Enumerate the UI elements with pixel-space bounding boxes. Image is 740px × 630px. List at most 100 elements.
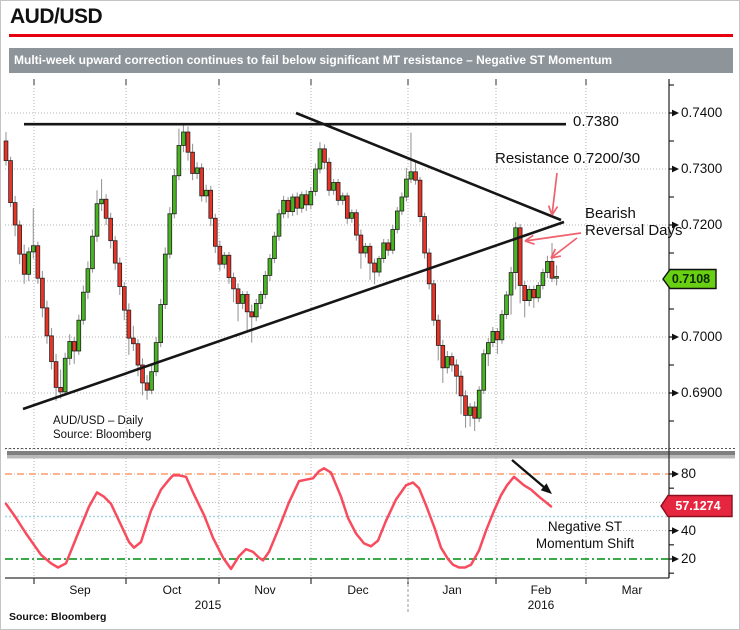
- candle: [240, 291, 245, 309]
- candle: [185, 126, 191, 161]
- candle: [76, 314, 82, 355]
- candle: [344, 192, 350, 224]
- candle: [263, 270, 268, 299]
- momentum-value-badge: [660, 494, 733, 518]
- footer-source: Source: Bloomberg: [9, 611, 107, 623]
- candle: [3, 132, 9, 166]
- momentum-levels: [5, 473, 669, 560]
- candle: [308, 186, 314, 210]
- candle: [71, 337, 77, 364]
- candle: [399, 192, 405, 215]
- candle: [35, 241, 41, 284]
- candle: [504, 291, 509, 320]
- candle: [435, 314, 441, 361]
- separator-bar: [5, 448, 737, 459]
- candle: [26, 247, 32, 281]
- candle: [21, 244, 27, 284]
- candle: [212, 213, 218, 253]
- candle: [158, 298, 164, 348]
- resistance-level-label: 0.7380: [573, 113, 619, 130]
- momentum-tick-label: 80: [681, 466, 697, 481]
- price-tick-label: 0.7200: [681, 217, 723, 232]
- candle: [62, 352, 68, 396]
- descending-trendline: [295, 111, 562, 222]
- candle: [81, 285, 86, 325]
- candle: [40, 270, 45, 318]
- candle: [349, 209, 355, 223]
- red-arrow: [550, 237, 578, 259]
- momentum-shift-label: Negative ST Momentum Shift: [535, 519, 635, 551]
- axis-arrow-tick: [672, 333, 679, 341]
- momentum-tick-label: 20: [681, 551, 697, 566]
- candle: [276, 209, 282, 241]
- axis-arrow-tick: [672, 165, 679, 173]
- candle: [90, 229, 95, 273]
- momentum-line: [4, 467, 553, 571]
- candle: [299, 191, 305, 213]
- candle: [385, 239, 391, 256]
- headline-banner: Multi-week upward correction continues t…: [9, 48, 733, 73]
- candle: [226, 251, 232, 284]
- month-label: Jan: [442, 583, 462, 597]
- candle: [358, 229, 364, 269]
- candle: [190, 143, 195, 181]
- candle: [194, 162, 200, 180]
- candle: [126, 303, 132, 355]
- resistance-zone-label: Resistance 0.7200/30: [495, 150, 641, 167]
- candle: [445, 351, 450, 374]
- candle: [476, 386, 482, 423]
- candle: [94, 190, 100, 242]
- month-label: Mar: [621, 583, 643, 597]
- candle: [44, 300, 50, 344]
- candle: [317, 142, 323, 174]
- last-price-badge-text: 0.7108: [671, 272, 711, 286]
- red-arrow: [551, 172, 558, 216]
- candle: [449, 352, 455, 372]
- candle: [408, 132, 414, 183]
- candle: [472, 401, 477, 432]
- page-title: AUD/USD: [10, 5, 103, 28]
- candle: [367, 242, 373, 280]
- candle: [463, 390, 468, 428]
- candle: [499, 310, 505, 344]
- candle: [413, 162, 418, 185]
- candle: [153, 337, 159, 377]
- candle: [372, 258, 377, 285]
- candle: [485, 338, 491, 367]
- candle: [381, 239, 386, 264]
- candle: [99, 179, 104, 211]
- axis-arrow-tick: [672, 109, 679, 117]
- candle: [531, 285, 537, 308]
- candle: [53, 353, 59, 401]
- candle: [422, 212, 427, 259]
- candle: [536, 282, 541, 303]
- candle: [281, 195, 286, 219]
- candle: [162, 247, 168, 309]
- axis-arrow-tick: [672, 470, 679, 478]
- candle: [335, 179, 341, 206]
- month-label: Dec: [347, 583, 369, 597]
- candle: [376, 255, 382, 277]
- price-tick-label: 0.7400: [681, 105, 723, 120]
- month-label: Feb: [530, 583, 552, 597]
- candle: [495, 328, 500, 354]
- momentum-value-badge-text: 57.1274: [675, 499, 721, 513]
- year-label: 2015: [194, 598, 222, 612]
- candle: [167, 207, 173, 259]
- candle: [303, 190, 309, 211]
- momentum-tick-label: 40: [681, 522, 697, 538]
- axis-arrow-tick: [672, 555, 679, 563]
- candle: [522, 281, 527, 318]
- candle: [149, 365, 154, 395]
- candle: [549, 242, 555, 283]
- candle: [112, 236, 118, 270]
- candle: [85, 261, 91, 299]
- candle: [404, 167, 409, 202]
- axis-arrow-tick: [672, 527, 679, 535]
- month-label: Sep: [69, 583, 91, 597]
- candle: [545, 255, 550, 279]
- title-rule: [9, 34, 733, 37]
- candle: [340, 192, 345, 205]
